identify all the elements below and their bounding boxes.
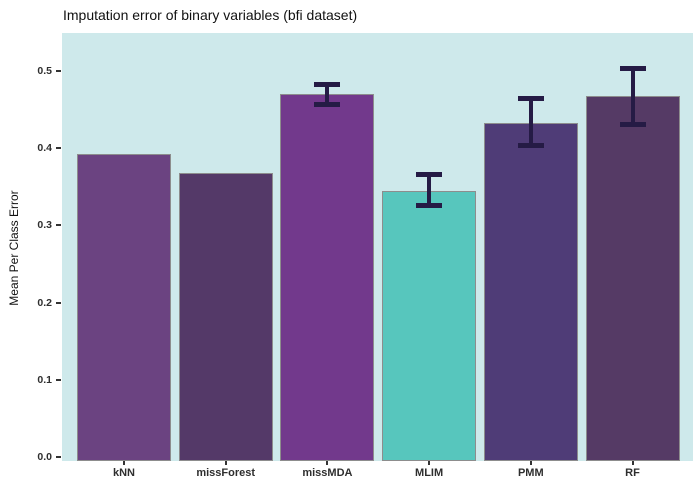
error-bar-cap-high-MLIM	[416, 171, 443, 177]
y-tick-mark-0.4	[56, 147, 61, 150]
x-tick-label-missMDA: missMDA	[302, 467, 353, 479]
y-tick-label-0.1: 0.1	[37, 373, 52, 386]
y-axis-title: Mean Per Class Error	[7, 190, 21, 306]
bar-missMDA	[280, 94, 375, 461]
x-tick-label-MLIM: MLIM	[415, 467, 444, 479]
y-tick-mark-0.2	[56, 301, 61, 304]
x-tick-mark-PMM	[529, 461, 532, 465]
y-tick-mark-0.5	[56, 70, 61, 72]
x-tick-label-PMM: PMM	[517, 467, 544, 479]
error-bar-cap-low-RF	[619, 121, 646, 127]
x-tick-mark-kNN	[123, 461, 125, 465]
y-tick-label-0.4: 0.4	[37, 142, 52, 155]
y-tick-mark-0.0	[56, 456, 61, 458]
error-bar-RF	[630, 68, 635, 125]
y-tick-label-0.2: 0.2	[37, 296, 52, 309]
chart-title: Imputation error of binary variables (bf…	[63, 7, 358, 23]
x-tick-label-kNN: kNN	[112, 467, 135, 479]
error-bar-missMDA	[325, 84, 330, 105]
x-tick-mark-MLIM	[428, 461, 431, 465]
x-tick-label-RF: RF	[625, 467, 640, 479]
bar-kNN	[77, 153, 171, 461]
y-tick-mark-0.3	[56, 224, 61, 227]
x-tick-label-missForest: missForest	[196, 467, 256, 479]
bar-RF	[585, 96, 680, 461]
error-bar-cap-low-missMDA	[314, 101, 341, 107]
x-tick-mark-missForest	[224, 461, 227, 465]
y-tick-label-0.3: 0.3	[37, 219, 52, 232]
y-tick-mark-0.1	[56, 378, 61, 381]
error-bar-cap-high-missMDA	[314, 81, 341, 87]
error-bar-PMM	[528, 98, 533, 146]
error-bar-cap-low-PMM	[517, 142, 544, 148]
bar-MLIM	[382, 190, 477, 461]
error-bar-cap-low-MLIM	[416, 202, 443, 208]
y-tick-label-0.0: 0.0	[37, 451, 52, 463]
bar-missForest	[178, 172, 273, 461]
x-tick-mark-missMDA	[326, 461, 329, 465]
y-tick-label-0.5: 0.5	[37, 65, 52, 77]
error-bar-cap-high-PMM	[517, 96, 544, 102]
x-tick-mark-RF	[631, 461, 634, 465]
bar-PMM	[483, 123, 578, 461]
error-bar-cap-high-RF	[619, 66, 646, 72]
error-bar-MLIM	[427, 174, 432, 206]
